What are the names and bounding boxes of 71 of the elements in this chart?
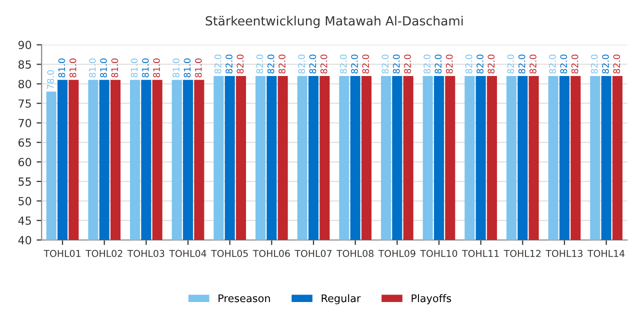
x-tick-label: TOHL14 bbox=[587, 250, 625, 258]
data-label: 82.0 bbox=[298, 54, 305, 74]
data-label: 82.0 bbox=[560, 54, 568, 74]
x-tick-label: TOHL05 bbox=[211, 250, 248, 258]
data-label: 82.0 bbox=[602, 54, 609, 74]
x-tick-label: TOHL11 bbox=[462, 250, 499, 258]
data-label: 82.0 bbox=[549, 54, 556, 74]
x-tick-label: TOHL12 bbox=[504, 250, 540, 258]
data-label: 82.0 bbox=[571, 54, 578, 74]
y-tick-label: 60 bbox=[18, 158, 32, 166]
data-label: 82.0 bbox=[590, 54, 598, 74]
data-label: 82.0 bbox=[424, 54, 430, 74]
data-label: 81.0 bbox=[130, 58, 138, 78]
data-label: 82.0 bbox=[488, 54, 495, 74]
data-label: 82.0 bbox=[351, 54, 358, 74]
data-label: 82.0 bbox=[476, 54, 484, 74]
x-tick-label: TOHL13 bbox=[546, 250, 582, 258]
y-tick-label: 55 bbox=[18, 178, 31, 186]
x-tick-label: TOHL09 bbox=[378, 250, 416, 258]
data-label: 82.0 bbox=[236, 54, 244, 74]
data-label: 81.0 bbox=[153, 58, 160, 78]
data-label: 78.0 bbox=[47, 70, 54, 89]
legend-label: Playoffs bbox=[412, 294, 452, 304]
y-tick-label: 85 bbox=[18, 60, 31, 69]
x-tick-label: TOHL08 bbox=[336, 250, 374, 258]
y-tick-label: 65 bbox=[18, 138, 31, 147]
data-label: 81.0 bbox=[172, 58, 180, 78]
data-label: 82.0 bbox=[309, 54, 316, 74]
y-tick-label: 45 bbox=[18, 216, 31, 225]
x-tick-label: TOHL03 bbox=[127, 250, 164, 258]
y-tick-label: 40 bbox=[18, 236, 32, 244]
data-label: 82.0 bbox=[613, 54, 620, 74]
data-label: 82.0 bbox=[465, 54, 472, 74]
data-label: 81.0 bbox=[142, 58, 149, 78]
x-tick-label: TOHL10 bbox=[420, 250, 458, 258]
data-label: 82.0 bbox=[530, 54, 536, 74]
data-label: 81.0 bbox=[69, 58, 76, 78]
data-label: 81.0 bbox=[111, 58, 118, 78]
data-label: 82.0 bbox=[340, 54, 347, 74]
data-label: 82.0 bbox=[362, 54, 370, 74]
x-tick-label: TOHL06 bbox=[252, 250, 290, 258]
y-tick-label: 90 bbox=[18, 40, 32, 50]
y-tick-label: 80 bbox=[18, 80, 32, 88]
data-label: 82.0 bbox=[278, 54, 286, 74]
data-label: 81.0 bbox=[58, 58, 66, 78]
y-tick-label: 50 bbox=[18, 196, 32, 206]
data-label: 82.0 bbox=[382, 54, 389, 74]
data-label: 82.0 bbox=[507, 54, 514, 74]
x-tick-label: TOHL04 bbox=[169, 250, 206, 258]
data-label: 82.0 bbox=[214, 54, 222, 74]
x-tick-label: TOHL01 bbox=[44, 250, 80, 258]
legend-label: Regular bbox=[322, 294, 361, 304]
data-label: 82.0 bbox=[446, 54, 453, 74]
data-label: 82.0 bbox=[518, 54, 526, 74]
data-label: 82.0 bbox=[404, 54, 411, 74]
data-label: 82.0 bbox=[226, 54, 232, 74]
data-label: 82.0 bbox=[434, 54, 442, 74]
data-label: 82.0 bbox=[256, 54, 264, 74]
x-tick-label: TOHL02 bbox=[86, 250, 122, 258]
y-tick-label: 70 bbox=[18, 118, 32, 128]
data-label: 82.0 bbox=[267, 54, 274, 74]
x-tick-label: TOHL07 bbox=[294, 250, 332, 258]
chart-title: Stärkeentwicklung Matawah Al-Daschami bbox=[206, 16, 463, 28]
data-label: 81.0 bbox=[194, 58, 202, 78]
data-label: 82.0 bbox=[392, 54, 400, 74]
data-label: 82.0 bbox=[320, 54, 328, 74]
y-tick-label: 75 bbox=[18, 99, 31, 108]
legend-label: Preseason bbox=[218, 294, 270, 302]
data-label: 81.0 bbox=[88, 58, 96, 78]
data-label: 81.0 bbox=[100, 58, 107, 78]
data-label: 81.0 bbox=[184, 58, 191, 78]
